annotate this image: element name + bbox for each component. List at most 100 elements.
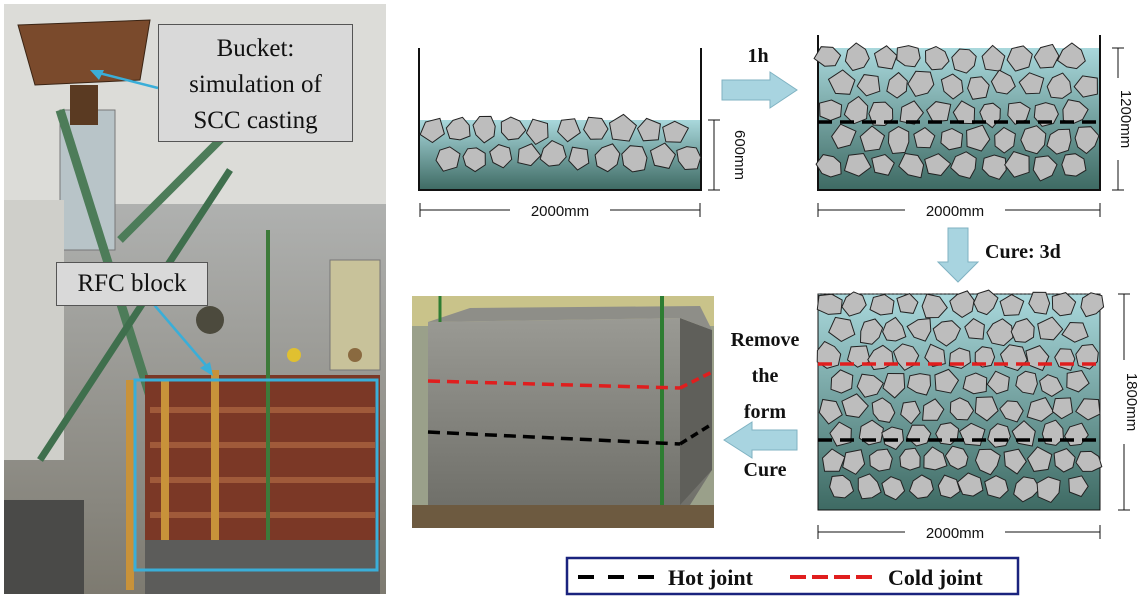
aggregate-stone xyxy=(906,318,932,342)
aggregate-stone xyxy=(594,143,621,173)
aggregate-stone xyxy=(973,289,999,316)
aggregate-stone xyxy=(924,153,952,177)
aggregate-stone xyxy=(1051,292,1077,317)
aggregate-stone xyxy=(906,373,932,396)
block-highlight-box xyxy=(133,378,379,572)
aggregate-stone xyxy=(1006,45,1033,72)
aggregate-stone xyxy=(999,400,1024,423)
aggregate-stone xyxy=(896,45,921,68)
aggregate-stone xyxy=(922,398,945,421)
aggregate-stone xyxy=(986,370,1010,395)
aggregate-stone xyxy=(869,448,893,472)
aggregate-stone xyxy=(944,445,969,470)
aggregate-stone xyxy=(841,291,867,317)
aggregate-stone xyxy=(1033,43,1060,69)
aggregate-stone xyxy=(818,99,843,122)
aggregate-stone xyxy=(816,293,843,315)
aggregate-stone xyxy=(898,152,925,179)
aggregate-stone xyxy=(517,143,542,167)
aggregate-stone xyxy=(1056,42,1086,70)
legend-cold-joint-label: Cold joint xyxy=(888,565,983,590)
bucket-callout-line1: Bucket: xyxy=(216,35,295,62)
aggregate-stone xyxy=(1007,101,1031,125)
bucket-pointer-head xyxy=(90,70,104,80)
aggregate-stone xyxy=(913,126,936,149)
aggregate-stone xyxy=(831,123,857,149)
aggregate-stone xyxy=(636,117,661,142)
aggregate-stone xyxy=(923,446,948,471)
aggregate-stone xyxy=(1051,397,1074,420)
stage3-tank xyxy=(816,289,1105,511)
aggregate-stone xyxy=(949,290,975,319)
photo-hot-joint xyxy=(427,430,681,446)
aggregate-stone xyxy=(815,154,842,178)
aggregate-stone xyxy=(1026,396,1055,422)
aggregate-stone xyxy=(859,125,886,152)
aggregate-stone xyxy=(662,120,690,143)
aggregate-stone xyxy=(908,474,934,499)
aggregate-stone xyxy=(829,474,855,499)
aggregate-stone xyxy=(951,48,977,74)
aggregate-stone xyxy=(1003,448,1027,475)
aggregate-stone xyxy=(583,116,609,140)
aggregate-stone xyxy=(818,398,843,425)
aggregate-stone xyxy=(882,316,907,342)
aggregate-stone xyxy=(1004,151,1030,178)
aggregate-stone xyxy=(844,42,870,72)
aggregate-stone xyxy=(981,154,1007,180)
step3-label-line4: Cure xyxy=(744,459,787,481)
step2-arrow xyxy=(936,227,980,283)
aggregate-stone xyxy=(841,393,869,418)
aggregate-stone xyxy=(856,74,881,97)
aggregate-stone xyxy=(1010,318,1035,343)
aggregate-stone xyxy=(816,340,842,369)
aggregate-stone xyxy=(994,126,1016,154)
aggregate-stone xyxy=(843,152,872,177)
aggregate-stone xyxy=(887,126,910,155)
aggregate-stone xyxy=(676,146,702,171)
aggregate-stone xyxy=(934,368,960,394)
aggregate-stone xyxy=(964,317,985,340)
aggregate-stone xyxy=(924,343,946,367)
aggregate-stone xyxy=(1013,476,1041,503)
aggregate-stone xyxy=(1026,446,1053,472)
aggregate-stone xyxy=(539,140,567,167)
aggregate-stone xyxy=(937,474,961,499)
aggregate-stone xyxy=(981,44,1006,72)
aggregate-stone xyxy=(984,475,1009,499)
stage3-height-label: 1800mm xyxy=(1123,373,1138,431)
aggregate-stone xyxy=(856,373,884,398)
stage3-width-label: 2000mm xyxy=(926,525,984,542)
aggregate-stone xyxy=(974,346,996,368)
photo-cold-joint xyxy=(427,379,681,390)
bucket-callout-line3: SCC casting xyxy=(193,107,318,134)
aggregate-stone xyxy=(419,117,445,144)
legend: Hot joint Cold joint xyxy=(565,556,1020,596)
step3-label-line1: Remove xyxy=(731,329,800,351)
aggregate-stone xyxy=(882,372,906,399)
aggregate-stone xyxy=(525,118,549,146)
bucket-callout-line2: simulation of xyxy=(189,71,322,98)
stage1-aggregates xyxy=(419,113,702,173)
aggregate-stone xyxy=(813,46,842,67)
stage1-height-dimension xyxy=(708,119,720,191)
aggregate-stone xyxy=(952,100,976,125)
step3-arrow xyxy=(723,421,798,459)
aggregate-stone xyxy=(924,45,950,71)
aggregate-stone xyxy=(1053,448,1076,473)
bucket-callout: Bucket: simulation of SCC casting xyxy=(158,24,353,142)
aggregate-stone xyxy=(830,369,854,394)
aggregate-stone xyxy=(871,153,895,176)
aggregate-stone xyxy=(621,145,648,173)
aggregate-stone xyxy=(949,397,975,421)
aggregate-stone xyxy=(1039,374,1064,397)
stage2-width-label: 2000mm xyxy=(926,203,984,220)
stage2-aggregates xyxy=(813,42,1100,182)
aggregate-stone xyxy=(921,293,948,319)
aggregate-stone xyxy=(1015,370,1038,395)
aggregate-stone xyxy=(1020,125,1047,155)
aggregate-stone xyxy=(608,113,638,142)
aggregate-stone xyxy=(873,45,898,70)
aggregate-stone xyxy=(1061,153,1087,177)
aggregate-stone xyxy=(472,115,496,144)
